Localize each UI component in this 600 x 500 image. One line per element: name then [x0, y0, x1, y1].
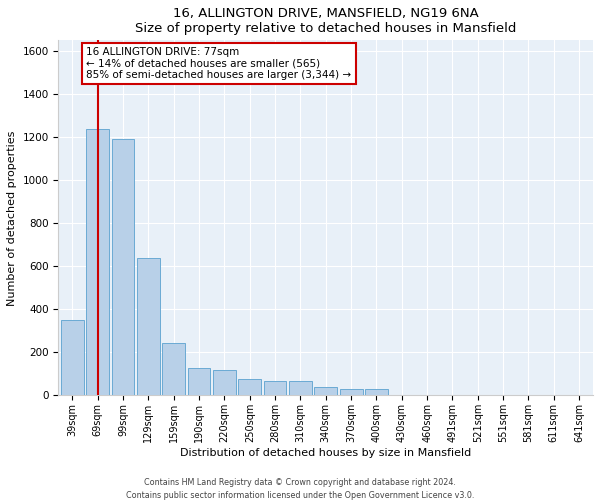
Text: 16 ALLINGTON DRIVE: 77sqm
← 14% of detached houses are smaller (565)
85% of semi: 16 ALLINGTON DRIVE: 77sqm ← 14% of detac…	[86, 46, 352, 80]
Bar	[238, 380, 261, 396]
Bar	[314, 387, 337, 396]
Bar	[340, 389, 362, 396]
X-axis label: Distribution of detached houses by size in Mansfield: Distribution of detached houses by size …	[180, 448, 472, 458]
Bar	[188, 368, 211, 396]
Bar	[163, 342, 185, 396]
Y-axis label: Number of detached properties: Number of detached properties	[7, 130, 17, 306]
Bar	[263, 382, 286, 396]
Bar	[86, 128, 109, 396]
Bar	[112, 140, 134, 396]
Text: Contains HM Land Registry data © Crown copyright and database right 2024.
Contai: Contains HM Land Registry data © Crown c…	[126, 478, 474, 500]
Title: 16, ALLINGTON DRIVE, MANSFIELD, NG19 6NA
Size of property relative to detached h: 16, ALLINGTON DRIVE, MANSFIELD, NG19 6NA…	[135, 7, 517, 35]
Bar	[61, 320, 84, 396]
Bar	[289, 382, 312, 396]
Bar	[137, 258, 160, 396]
Bar	[213, 370, 236, 396]
Bar	[365, 389, 388, 396]
